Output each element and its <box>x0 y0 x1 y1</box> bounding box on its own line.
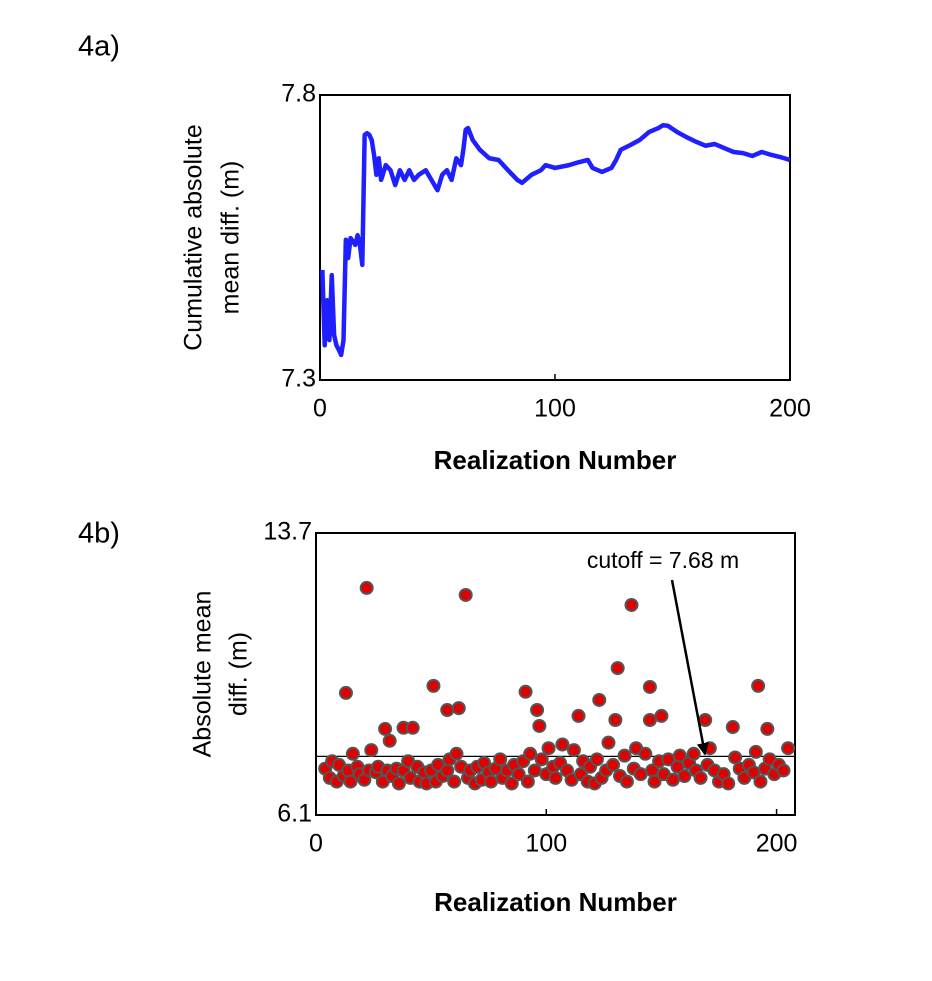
data-point <box>391 776 406 791</box>
data-point <box>589 752 604 767</box>
x-tick-label: 200 <box>769 395 811 423</box>
x-axis-label: Realization Number <box>434 887 677 917</box>
data-point <box>458 587 473 602</box>
data-point <box>592 692 607 707</box>
data-point <box>693 770 708 785</box>
data-point <box>534 752 549 767</box>
y-tick-label: 6.1 <box>277 800 312 828</box>
data-point <box>451 701 466 716</box>
data-point <box>748 744 763 759</box>
data-point <box>530 702 545 717</box>
data-point <box>610 661 625 676</box>
x-tick-label: 100 <box>534 395 576 423</box>
y-axis-label: Cumulative absolute <box>180 124 208 351</box>
data-point <box>426 678 441 693</box>
data-point <box>624 597 639 612</box>
data-point <box>338 685 353 700</box>
data-point <box>725 720 740 735</box>
data-point <box>484 774 499 789</box>
data-point <box>606 757 621 772</box>
panel-label: 4b) <box>78 518 120 550</box>
panel-label: 4a) <box>78 31 120 63</box>
data-point <box>633 767 648 782</box>
data-point <box>753 774 768 789</box>
data-point <box>698 713 713 728</box>
data-point <box>541 741 556 756</box>
data-point <box>449 746 464 761</box>
data-point <box>382 733 397 748</box>
data-point <box>672 748 687 763</box>
data-point <box>677 769 692 784</box>
data-point <box>751 678 766 693</box>
data-point <box>520 774 535 789</box>
data-point <box>532 718 547 733</box>
data-point <box>642 713 657 728</box>
data-point <box>760 721 775 736</box>
data-point <box>527 763 542 778</box>
data-point <box>504 776 519 791</box>
data-point <box>518 684 533 699</box>
data-point <box>511 767 526 782</box>
data-line <box>320 122 791 358</box>
plot-frame <box>315 532 796 816</box>
data-point <box>665 772 680 787</box>
data-point <box>378 721 393 736</box>
x-tick-label: 0 <box>313 395 327 423</box>
x-tick-label: 200 <box>756 830 798 858</box>
data-point <box>638 746 653 761</box>
data-point <box>447 774 462 789</box>
data-point <box>345 746 360 761</box>
y-tick-label: 7.3 <box>281 365 316 393</box>
annotation: cutoff = 7.68 m <box>587 547 739 573</box>
data-point <box>601 735 616 750</box>
y-tick-label: 7.8 <box>281 80 316 108</box>
data-point <box>776 763 791 778</box>
data-point <box>654 708 669 723</box>
data-point <box>617 748 632 763</box>
y-axis-label: diff. (m) <box>225 632 253 716</box>
data-point <box>721 776 736 791</box>
data-point <box>440 763 455 778</box>
x-axis-label: Realization Number <box>434 445 677 475</box>
data-point <box>405 720 420 735</box>
data-point <box>555 737 570 752</box>
data-point <box>359 580 374 595</box>
data-point <box>548 770 563 785</box>
data-point <box>647 774 662 789</box>
data-point <box>440 702 455 717</box>
data-point <box>523 746 538 761</box>
data-point <box>493 752 508 767</box>
data-point <box>343 774 358 789</box>
x-tick-label: 0 <box>309 830 323 858</box>
plot-frame <box>319 94 791 381</box>
data-point <box>619 774 634 789</box>
y-axis-label: mean diff. (m) <box>217 161 245 315</box>
data-point <box>364 743 379 758</box>
data-point <box>781 741 796 756</box>
data-point <box>608 713 623 728</box>
data-point <box>571 708 586 723</box>
data-point <box>566 743 581 758</box>
data-point <box>686 746 701 761</box>
y-axis-label: Absolute mean <box>189 591 217 758</box>
y-tick-label: 13.7 <box>263 518 312 546</box>
annotation-arrow <box>670 579 710 756</box>
x-tick-label: 100 <box>525 830 567 858</box>
data-point <box>642 679 657 694</box>
